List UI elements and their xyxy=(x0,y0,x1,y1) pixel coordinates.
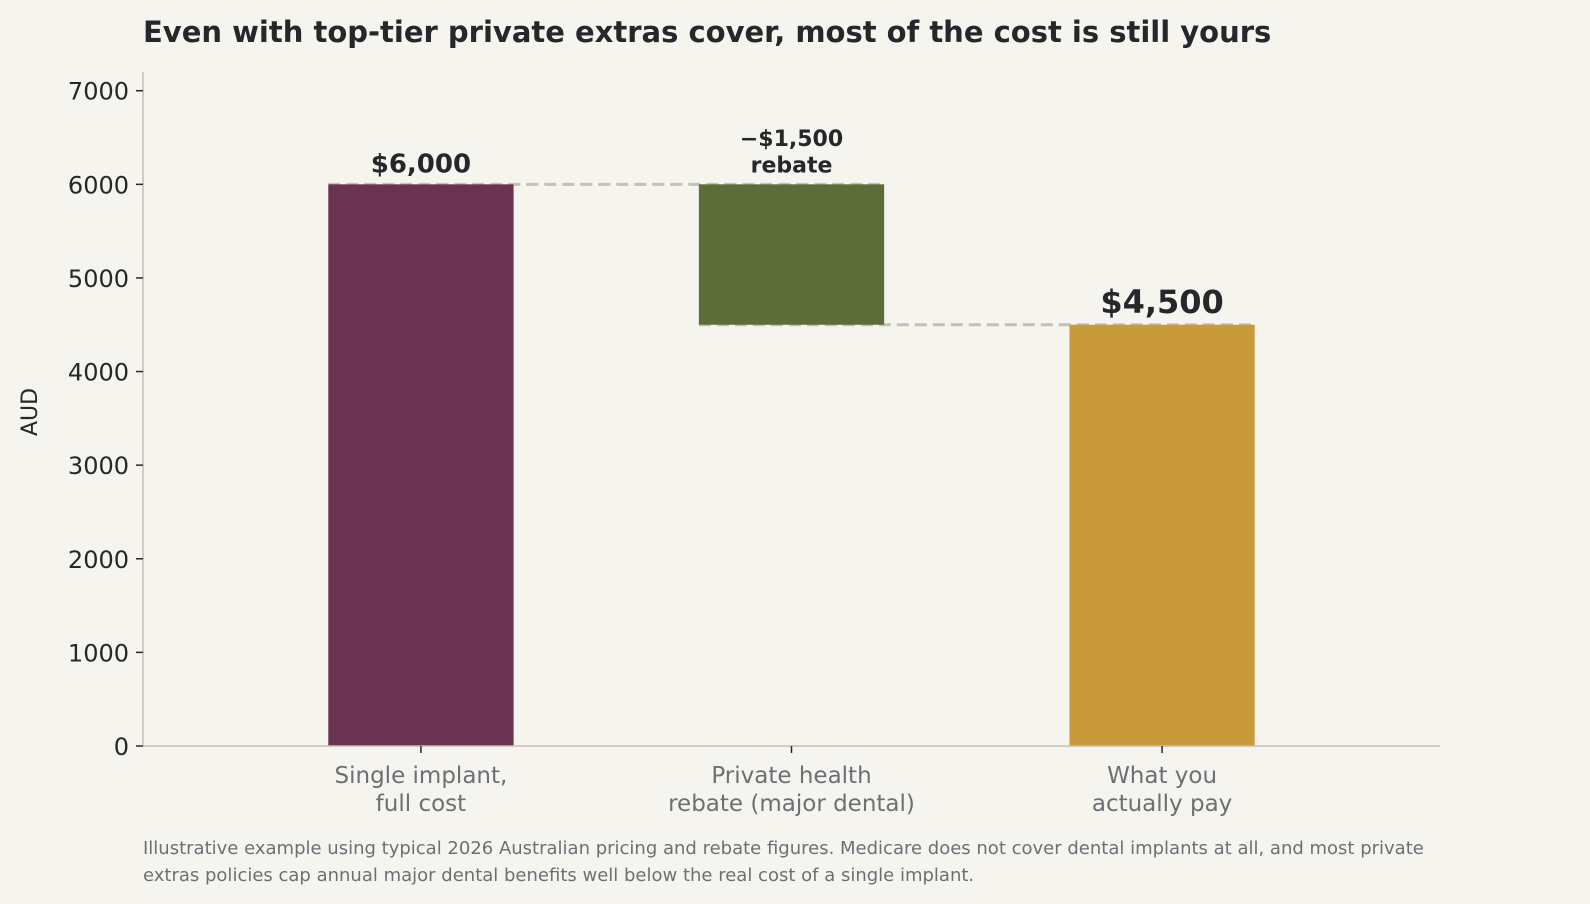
x-category-label: full cost xyxy=(376,791,466,817)
y-tick-label: 6000 xyxy=(68,171,129,199)
x-category-label: Single implant, xyxy=(335,763,508,789)
y-tick-label: 4000 xyxy=(68,359,129,387)
x-category-label: What you xyxy=(1107,763,1217,789)
x-category-label: rebate (major dental) xyxy=(668,791,915,817)
y-tick-label: 7000 xyxy=(68,78,129,106)
value-label-2: rebate xyxy=(751,153,833,178)
bar-3 xyxy=(1069,324,1255,746)
x-category-label: Private health xyxy=(711,763,871,789)
y-axis: 0 1000 2000 3000 4000 5000 6000 7000 xyxy=(68,72,144,761)
y-tick-label: 5000 xyxy=(68,265,129,293)
bar-2 xyxy=(698,184,885,325)
value-label-2: −$1,500 xyxy=(740,127,843,152)
bar-1 xyxy=(328,184,514,747)
bars-group xyxy=(328,184,1255,747)
value-label-1: $6,000 xyxy=(371,149,471,179)
y-tick-label: 2000 xyxy=(68,546,129,574)
footnote-line-1: Illustrative example using typical 2026 … xyxy=(143,838,1424,859)
y-tick-label: 0 xyxy=(114,733,129,761)
footnote: Illustrative example using typical 2026 … xyxy=(143,838,1424,886)
x-category-label: actually pay xyxy=(1092,791,1232,817)
y-axis-title: AUD xyxy=(18,388,43,436)
x-axis: Single implant,full cost Private healthre… xyxy=(143,745,1440,817)
y-tick-label: 1000 xyxy=(68,639,129,667)
value-label-3: $4,500 xyxy=(1100,283,1223,321)
y-tick-label: 3000 xyxy=(68,452,129,480)
footnote-line-2: extras policies cap annual major dental … xyxy=(143,865,974,886)
chart-title: Even with top-tier private extras cover,… xyxy=(143,15,1271,49)
